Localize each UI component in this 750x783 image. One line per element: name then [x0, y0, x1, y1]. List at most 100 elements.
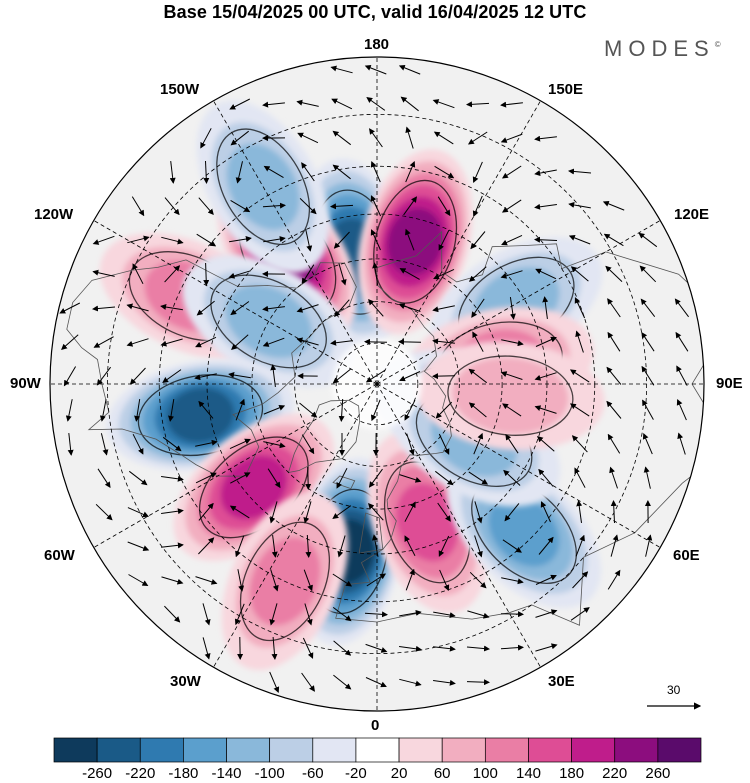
wind-arrow [164, 605, 181, 623]
wind-arrow [535, 268, 557, 280]
wind-arrow [603, 233, 624, 247]
wind-arrow [469, 571, 487, 589]
wind-arrow [168, 399, 175, 422]
wind-arrow [399, 371, 421, 382]
wind-arrow [299, 402, 318, 418]
wind-arrow [271, 636, 278, 660]
wind-arrow [399, 610, 422, 617]
wind-arrow [230, 472, 251, 484]
wind-arrow [271, 535, 278, 558]
wind-arrow [235, 535, 245, 558]
colorbar-swatch [528, 737, 572, 763]
wind-arrow [471, 298, 485, 318]
wind-arrow [534, 236, 558, 243]
wind-arrow [92, 305, 116, 312]
wind-arrow [472, 161, 483, 184]
wind-arrow [366, 573, 387, 587]
wind-arrow [674, 298, 689, 318]
wind-arrow [639, 265, 657, 283]
wind-arrow [406, 433, 415, 456]
wind-arrow [405, 568, 415, 591]
wind-arrow [262, 305, 285, 312]
wind-arrow [229, 98, 251, 110]
wind-arrow [368, 468, 383, 488]
colorbar-tick-label: 260 [645, 765, 671, 782]
wind-arrow [228, 372, 251, 379]
wind-arrow [607, 298, 621, 318]
colorbar-tick-label: -140 [211, 765, 242, 782]
wind-arrow [297, 132, 319, 144]
wind-arrow [299, 198, 317, 215]
wind-arrow [203, 160, 210, 184]
wind-arrow [405, 228, 415, 251]
colorbar-swatch [269, 737, 314, 763]
wind-arrow [643, 466, 651, 489]
wind-arrow [574, 297, 586, 319]
meridian-line [376, 220, 661, 385]
wind-arrow [228, 270, 251, 279]
wind-arrow [332, 607, 352, 622]
lon-label-30w: 30W [170, 673, 201, 690]
copyright-mark: © [714, 40, 721, 49]
wind-arrow [365, 369, 386, 383]
wind-arrow [534, 405, 557, 414]
wind-arrow [641, 365, 655, 386]
wind-arrow [296, 304, 319, 313]
colorbar-tick-label: 100 [472, 765, 498, 782]
wind-arrow [570, 607, 590, 621]
wind-arrow [237, 569, 245, 592]
wind-arrow [296, 99, 319, 107]
wind-arrow [196, 300, 215, 316]
colorbar-swatch [441, 737, 486, 763]
wind-arrow [132, 263, 144, 285]
wind-arrow [303, 569, 313, 592]
wind-arrow [229, 438, 251, 450]
wind-arrow [368, 503, 384, 521]
lon-label-180: 180 [364, 36, 390, 53]
wind-arrow [642, 399, 654, 420]
wind-arrow [571, 435, 588, 453]
wind-arrow [304, 603, 313, 626]
wind-arrow [365, 677, 387, 688]
lon-label-120w: 120W [34, 206, 74, 223]
wind-arrow [606, 400, 622, 419]
wind-arrow [194, 373, 217, 381]
wind-arrow [607, 331, 621, 352]
wind-arrow [466, 645, 490, 652]
wind-arrow [132, 433, 144, 455]
wind-arrow [129, 367, 146, 385]
lon-label-60w: 60W [44, 547, 75, 564]
coastline [66, 259, 357, 477]
wind-arrow [466, 679, 490, 686]
graticule [50, 57, 704, 711]
anomaly-contour-fill [220, 455, 288, 520]
wind-arrow [161, 475, 184, 482]
wind-arrow [501, 339, 524, 347]
wind-arrow [196, 233, 217, 247]
meridian-line [376, 100, 541, 385]
wind-arrow [263, 441, 286, 449]
colorbar-tick-label: -180 [168, 765, 199, 782]
colorbar-tick-label: 60 [433, 765, 451, 782]
wind-arrow [501, 199, 522, 213]
colorbar-swatch [139, 737, 184, 763]
wind-arrow [534, 135, 557, 142]
wind-arrow [434, 470, 454, 486]
lon-label-0: 0 [371, 717, 380, 734]
wind-arrow [675, 331, 689, 352]
brand-text: MODES [604, 36, 715, 61]
wind-arrow [330, 339, 353, 346]
colorbar-tick-label: 20 [390, 765, 408, 782]
wind-arrow [63, 366, 77, 387]
wind-arrow [195, 439, 218, 447]
wind-arrow [500, 371, 523, 380]
wind-arrow [302, 637, 314, 659]
wind-arrow [134, 399, 141, 422]
wind-arrow [542, 296, 549, 319]
colorbar-tick-label: 180 [559, 765, 585, 782]
wind-arrow [677, 432, 686, 455]
wind-arrow [437, 502, 451, 522]
wind-arrow [676, 398, 687, 421]
wind-arrow [638, 232, 658, 248]
lon-label-90e: 90E [716, 375, 743, 392]
